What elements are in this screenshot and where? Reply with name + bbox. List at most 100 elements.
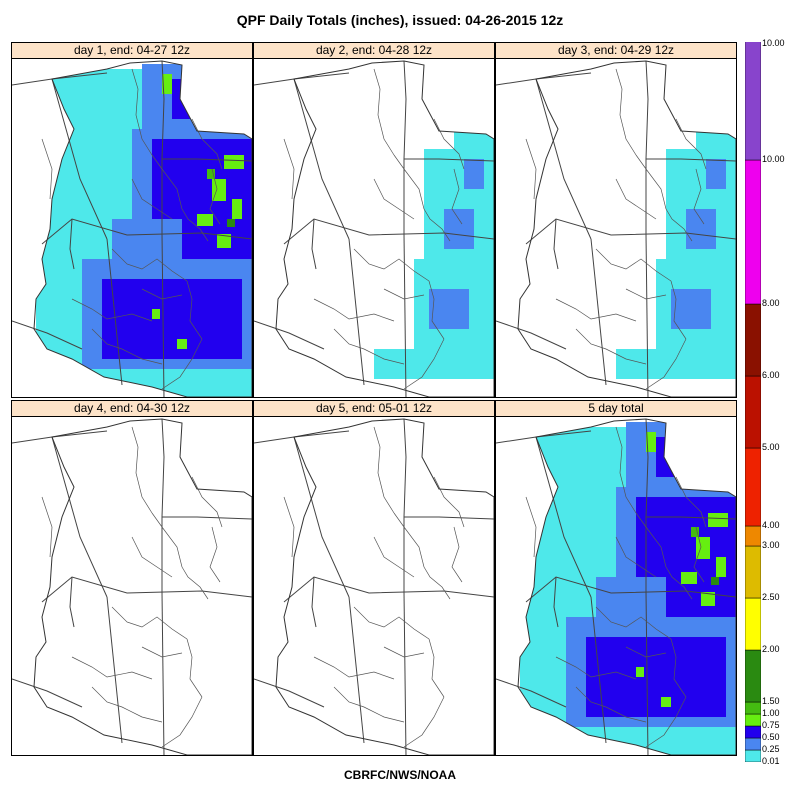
state-boundary	[553, 218, 559, 270]
river-line	[333, 686, 405, 723]
legend-label: 0.75	[762, 720, 780, 730]
state-boundary	[645, 418, 649, 458]
legend-swatch	[745, 525, 761, 547]
precip-area	[374, 349, 444, 379]
panel-title: day 1, end: 04-27 12z	[12, 43, 252, 59]
precip-area	[706, 159, 726, 189]
legend-swatch	[745, 597, 761, 651]
state-boundary	[496, 320, 567, 350]
precip-area	[197, 214, 213, 226]
river-line	[595, 606, 672, 640]
legend-swatch	[745, 447, 761, 527]
river-line	[383, 288, 425, 300]
state-boundary	[293, 78, 350, 240]
legend-swatch	[745, 749, 761, 762]
precipitation-map	[254, 60, 494, 397]
river-line	[403, 338, 445, 390]
river-line	[373, 178, 415, 220]
legend-label: 0.25	[762, 744, 780, 754]
river-line	[615, 536, 657, 578]
state-boundary	[348, 596, 365, 744]
legend-label: 10.00	[762, 154, 785, 164]
legend-label: 10.00	[762, 38, 785, 48]
river-line	[373, 426, 395, 514]
river-line	[186, 638, 203, 698]
river-line	[625, 288, 667, 300]
state-boundary	[311, 218, 317, 270]
precip-area	[217, 234, 231, 248]
legend-label: 4.00	[762, 520, 780, 530]
map-panel-day-2: day 2, end: 04-28 12z	[253, 42, 495, 398]
state-boundary	[283, 576, 494, 603]
legend-label: 2.00	[762, 644, 780, 654]
river-line	[373, 68, 395, 156]
river-line	[181, 566, 209, 600]
river-line	[670, 280, 687, 340]
state-boundary	[12, 430, 108, 444]
river-line	[451, 168, 463, 225]
state-boundary	[254, 72, 350, 86]
precip-area	[711, 577, 719, 585]
precip-area	[444, 209, 474, 249]
river-line	[433, 118, 465, 170]
river-line	[181, 208, 209, 242]
precip-area	[177, 339, 187, 349]
state-boundary	[106, 238, 123, 386]
state-boundary	[51, 78, 108, 240]
precip-area	[237, 119, 247, 133]
legend-swatch	[745, 649, 761, 703]
state-boundary	[590, 596, 607, 744]
map-panel-5-day-total: 5 day total	[495, 400, 737, 756]
legend-swatch	[745, 701, 761, 715]
river-line	[373, 536, 415, 578]
river-line	[525, 496, 537, 558]
river-line	[575, 686, 647, 723]
precip-area	[429, 289, 469, 329]
precipitation-map	[12, 418, 252, 755]
state-boundary	[535, 436, 592, 598]
legend-label: 0.01	[762, 756, 780, 766]
legend-label: 2.50	[762, 592, 780, 602]
river-line	[151, 154, 183, 210]
river-line	[191, 476, 223, 528]
precip-area	[207, 169, 215, 179]
precip-shading	[518, 422, 736, 755]
river-line	[665, 566, 693, 600]
legend-label: 6.00	[762, 370, 780, 380]
precip-area	[162, 74, 172, 94]
state-boundary	[161, 60, 165, 100]
legend-swatch	[745, 725, 761, 739]
legend-label: 5.00	[762, 442, 780, 452]
river-line	[141, 288, 183, 300]
state-boundary	[106, 596, 123, 744]
river-line	[645, 338, 687, 390]
river-line	[383, 646, 425, 658]
map-panel-day-3: day 3, end: 04-29 12z	[495, 42, 737, 398]
river-line	[635, 154, 667, 210]
precip-area	[708, 513, 728, 527]
legend-swatch	[745, 545, 761, 599]
precipitation-map	[496, 60, 736, 397]
river-line	[693, 526, 705, 583]
river-line	[111, 606, 188, 640]
precipitation-map	[12, 60, 252, 397]
legend-label: 0.50	[762, 732, 780, 742]
river-line	[403, 696, 445, 748]
panel-title: day 4, end: 04-30 12z	[12, 401, 252, 417]
basin-outline	[517, 60, 736, 397]
river-line	[423, 566, 451, 600]
precip-area	[122, 319, 212, 359]
river-line	[71, 298, 153, 322]
precip-area	[152, 309, 160, 319]
legend-label: 3.00	[762, 540, 780, 550]
river-line	[131, 178, 173, 220]
precip-area	[556, 727, 736, 755]
page-title: QPF Daily Totals (inches), issued: 04-26…	[236, 12, 564, 28]
legend-swatch	[745, 42, 761, 161]
river-line	[423, 208, 451, 242]
river-line	[615, 426, 637, 514]
state-boundary	[161, 418, 165, 458]
precip-area	[716, 557, 726, 577]
river-line	[675, 118, 707, 170]
precip-area	[721, 477, 731, 491]
